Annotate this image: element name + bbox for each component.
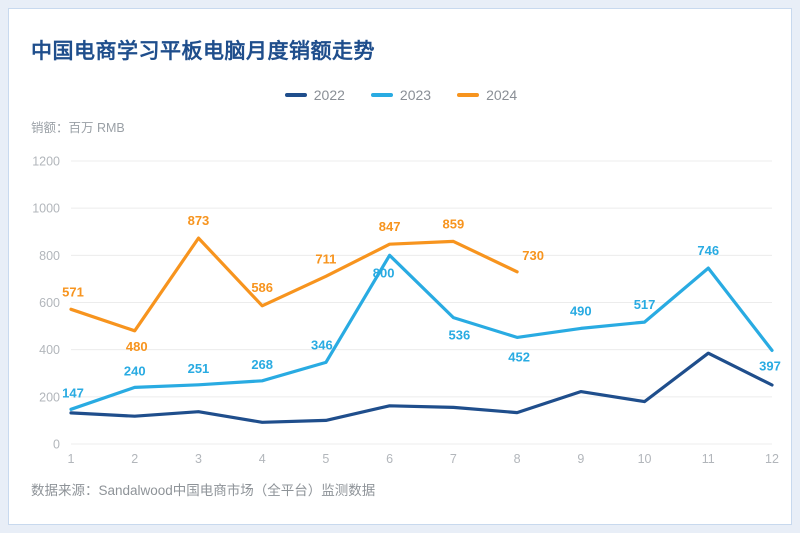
x-tick-5: 5	[322, 452, 329, 466]
data-label-2024-m1: 571	[62, 284, 84, 299]
data-label-2024-m5: 711	[315, 251, 336, 266]
data-label-2024-m7: 859	[443, 216, 465, 231]
x-tick-11: 11	[702, 452, 715, 466]
legend-swatch-2024	[457, 93, 480, 97]
data-label-2024-m4: 586	[251, 280, 273, 295]
data-label-2023-m8: 452	[508, 349, 530, 364]
data-source-footer: 数据来源：Sandalwood中国电商市场（全平台）监测数据	[31, 483, 376, 498]
data-label-2024-m2: 480	[126, 339, 148, 354]
x-tick-8: 8	[514, 452, 521, 466]
x-tick-3: 3	[195, 452, 202, 466]
data-label-2023-m5: 346	[311, 337, 333, 352]
x-tick-9: 9	[577, 452, 584, 466]
x-tick-6: 6	[386, 452, 393, 466]
legend-item-2022[interactable]: 2022	[284, 87, 345, 103]
data-label-2023-m2: 240	[124, 363, 146, 378]
chart-card: 中国电商学习平板电脑月度销额走势 2022 2023 2024 销额：百万 RM…	[8, 8, 792, 525]
x-axis-tick-labels: 1 2 3 4 5 6 7 8 9 10 11 12	[68, 452, 779, 466]
series-line-2023[interactable]	[69, 253, 774, 411]
chart-legend: 2022 2023 2024	[9, 87, 793, 103]
series-line-2024[interactable]	[69, 236, 519, 333]
series-lines-group	[69, 236, 774, 424]
x-tick-1: 1	[68, 452, 75, 466]
data-label-2023-m12: 397	[759, 358, 781, 373]
data-label-2023-m9: 490	[570, 303, 592, 318]
page-title: 中国电商学习平板电脑月度销额走势	[31, 40, 375, 63]
legend-label-2024: 2024	[486, 87, 518, 103]
legend-swatch-2023	[370, 93, 393, 97]
y-tick-0: 0	[53, 438, 60, 452]
y-tick-800: 800	[39, 249, 60, 263]
y-tick-1000: 1000	[32, 202, 60, 216]
x-tick-2: 2	[131, 452, 138, 466]
x-tick-7: 7	[450, 452, 457, 466]
y-axis-unit-label: 销额：百万 RMB	[31, 121, 125, 135]
data-label-2023-m3: 251	[188, 361, 210, 376]
data-label-2023-m7: 536	[449, 328, 471, 343]
legend-item-2023[interactable]: 2023	[370, 87, 432, 103]
data-label-2024-m3: 873	[188, 213, 210, 228]
gridlines-group	[71, 160, 772, 445]
data-label-2023-m4: 268	[251, 357, 273, 372]
y-tick-1200: 1200	[32, 155, 60, 169]
legend-label-2023: 2023	[399, 87, 432, 103]
legend-label-2022: 2022	[313, 87, 345, 103]
data-label-2024-m6: 847	[379, 219, 401, 234]
y-tick-600: 600	[39, 296, 60, 310]
data-label-2023-m11: 746	[697, 243, 719, 258]
legend-item-2024[interactable]: 2024	[457, 87, 517, 103]
legend-swatch-2022	[284, 93, 307, 97]
data-label-2023-m10: 517	[634, 297, 656, 312]
x-tick-10: 10	[638, 452, 652, 466]
x-tick-4: 4	[259, 452, 266, 466]
data-label-2024-m8: 730	[522, 248, 544, 263]
series-line-2022[interactable]	[69, 351, 774, 424]
x-tick-12: 12	[765, 452, 779, 466]
data-label-2023-m1: 147	[62, 385, 84, 400]
y-tick-400: 400	[39, 343, 60, 357]
y-tick-200: 200	[39, 390, 60, 404]
data-labels-group: 147 240 251 268 346 800 536 452 490 517 746 397 571 4…	[62, 213, 781, 400]
data-label-2023-m6: 800	[373, 265, 395, 280]
y-axis-tick-labels: 0 200 400 600 800 1000 1200	[32, 155, 60, 452]
